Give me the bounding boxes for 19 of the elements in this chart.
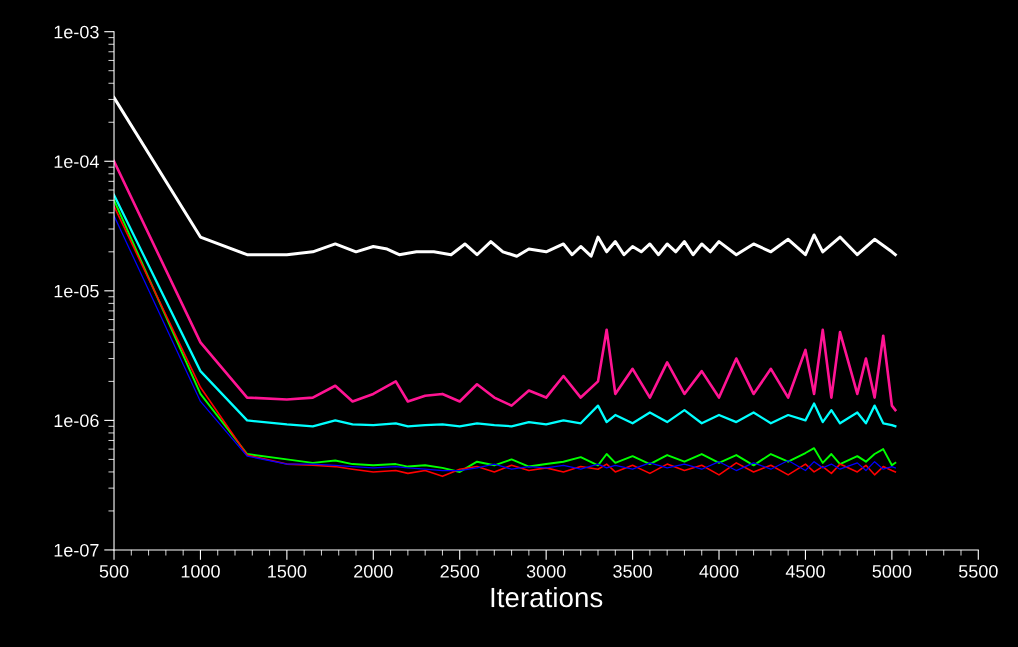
x-tick-label: 5500 [958,565,998,578]
x-tick-label: 2500 [440,565,480,578]
line-series [114,159,897,412]
x-tick-label: 2000 [354,565,393,578]
x-tick-label: 1000 [181,565,220,578]
x-tick-label: 500 [99,565,129,578]
line-series [114,193,897,428]
y-tick-label: 1e-07 [54,543,99,557]
x-tick-label: 3500 [613,565,652,578]
x-tick-label: 4500 [785,565,825,578]
y-tick-label: 1e-04 [54,155,99,168]
x-tick-label: 1500 [268,565,307,578]
x-tick-label: 3000 [526,565,566,578]
x-tick-label: 5000 [872,565,912,578]
y-tick-label: 1e-03 [54,25,99,39]
y-tick-label: 1e-06 [54,414,99,428]
x-tick-label: 4000 [699,565,739,578]
x-axis-title: Iterations [491,586,603,608]
y-tick-label: 1e-05 [54,284,99,298]
